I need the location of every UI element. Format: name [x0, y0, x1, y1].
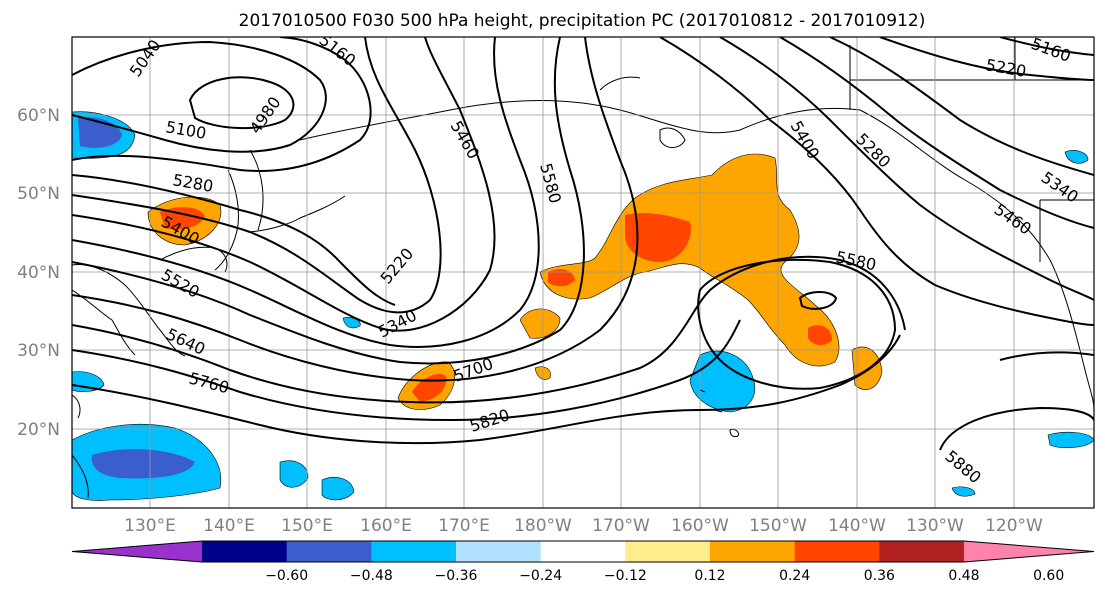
lat-axis: 60°N 50°N 40°N 30°N 20°N [17, 106, 60, 440]
contour [72, 319, 741, 422]
lat-label: 20°N [17, 420, 60, 440]
precip-neg-region [321, 477, 355, 501]
precip-pos-region [625, 212, 691, 262]
lon-label: 160°E [360, 516, 412, 536]
lon-label: 170°W [592, 516, 650, 536]
map-frame [71, 36, 1095, 509]
contour [188, 76, 295, 129]
colorbar-segment [456, 541, 542, 562]
lat-label: 60°N [17, 106, 60, 126]
lon-label: 180°W [514, 516, 572, 536]
colorbar-segment [540, 541, 626, 562]
contour [999, 37, 1094, 56]
lon-axis: 130°E 140°E 150°E 160°E 170°E 180°W 170°… [124, 516, 1043, 536]
lat-label: 40°N [17, 263, 60, 283]
precip-neg-region [951, 486, 976, 497]
coastline [72, 394, 81, 419]
colorbar-segment [371, 541, 457, 562]
lon-label: 120°W [985, 516, 1043, 536]
contour [879, 37, 1094, 81]
coastline-map [72, 37, 1094, 499]
precip-neg-region [91, 449, 195, 479]
coastline [859, 109, 1094, 411]
contour [798, 291, 838, 310]
colorbar-tick-label: 0.48 [948, 568, 979, 584]
precip-pos-region [851, 346, 883, 390]
lon-label: 140°W [828, 516, 886, 536]
contour [72, 334, 901, 445]
lon-label: 150°E [281, 516, 333, 536]
colorbar-segment [794, 541, 880, 562]
contour [72, 37, 496, 332]
colorbar-tick-label: −0.36 [435, 568, 478, 584]
coastline [849, 37, 1094, 262]
precip-neg-region [342, 317, 361, 329]
contour [72, 37, 585, 365]
lon-label: 150°W [749, 516, 807, 536]
map-title: 2017010500 F030 500 hPa height, precipit… [239, 11, 926, 31]
colorbar-tick-label: −0.60 [265, 568, 308, 584]
colorbar-segment [879, 541, 965, 562]
contour [659, 37, 1094, 326]
lon-label: 130°E [124, 516, 176, 536]
contour [779, 37, 1094, 229]
colorbar: −0.60 −0.48 −0.36 −0.24 −0.12 0.12 0.24 0.36 0.4… [71, 540, 1095, 584]
colorbar-extend-low [72, 541, 202, 562]
precip-pos-region [548, 269, 575, 287]
contour [829, 37, 1094, 176]
contour-lines [72, 37, 1094, 451]
coastline [72, 289, 136, 356]
contour [939, 406, 1094, 451]
lat-label: 50°N [17, 184, 60, 204]
colorbar-tick-label: −0.24 [519, 568, 562, 584]
lon-label: 170°E [438, 516, 490, 536]
colorbar-tick-label: 0.60 [1033, 568, 1064, 584]
lon-label: 130°W [906, 516, 964, 536]
colorbar-segment [625, 541, 711, 562]
colorbar-segment [710, 541, 796, 562]
precip-neg-region [279, 460, 309, 488]
precip-pos-region [539, 153, 840, 367]
colorbar-segment [202, 541, 288, 562]
contour [72, 37, 372, 172]
contour [72, 255, 906, 404]
colorbar-tick-label: −0.48 [350, 568, 393, 584]
coastline [299, 100, 861, 141]
colorbar-tick-label: 0.36 [864, 568, 895, 584]
colorbar-tick-label: −0.12 [604, 568, 647, 584]
colorbar-extend-high [964, 541, 1094, 562]
colorbar-tick-label: 0.24 [779, 568, 810, 584]
colorbar-outline [71, 540, 1095, 563]
precip-pos-region [519, 308, 561, 339]
colorbar-segment [286, 541, 372, 562]
coastline [72, 454, 89, 499]
contour [719, 37, 1094, 301]
contour [72, 174, 396, 306]
contour [72, 37, 639, 382]
precip-pos-region [160, 207, 205, 230]
colorbar-tick-label: 0.12 [694, 568, 725, 584]
lat-label: 30°N [17, 341, 60, 361]
coastline [249, 149, 264, 231]
contour [72, 37, 442, 314]
coastline [214, 169, 239, 271]
precip-neg-region [1064, 150, 1089, 164]
coastline [599, 76, 686, 148]
precip-pos-region [808, 325, 832, 346]
contour [999, 351, 1094, 361]
lon-label: 140°E [203, 516, 255, 536]
contour [72, 37, 540, 348]
contour [72, 40, 327, 153]
coastline [249, 195, 346, 233]
lon-label: 160°W [671, 516, 729, 536]
contour [697, 258, 897, 390]
